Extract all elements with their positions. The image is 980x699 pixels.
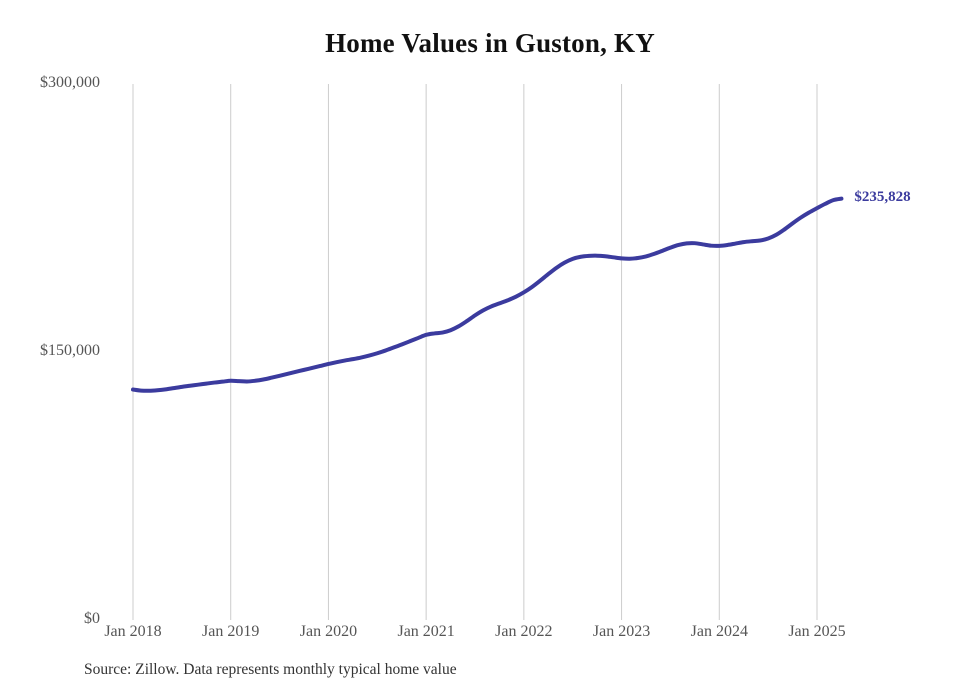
source-note: Source: Zillow. Data represents monthly … (84, 661, 457, 678)
y-tick-0: $0 (84, 610, 100, 627)
chart-title: Home Values in Guston, KY (325, 28, 655, 58)
y-tick-300000: $300,000 (40, 74, 100, 91)
x-tick-jan-2025: Jan 2025 (788, 623, 846, 640)
gridline-group (132, 84, 818, 620)
y-tick-150000: $150,000 (40, 342, 100, 359)
x-tick-jan-2020: Jan 2020 (299, 623, 358, 640)
x-tick-jan-2018: Jan 2018 (104, 623, 162, 640)
x-tick-jan-2021: Jan 2021 (397, 623, 455, 640)
x-tick-jan-2022: Jan 2022 (495, 623, 553, 640)
home-value-line (131, 196, 844, 393)
x-tick-jan-2019: Jan 2019 (202, 623, 260, 640)
x-tick-jan-2023: Jan 2023 (592, 623, 651, 640)
x-tick-jan-2024: Jan 2024 (690, 623, 748, 640)
end-value-annotation: $235,828 (854, 188, 911, 205)
series-group (131, 196, 844, 393)
